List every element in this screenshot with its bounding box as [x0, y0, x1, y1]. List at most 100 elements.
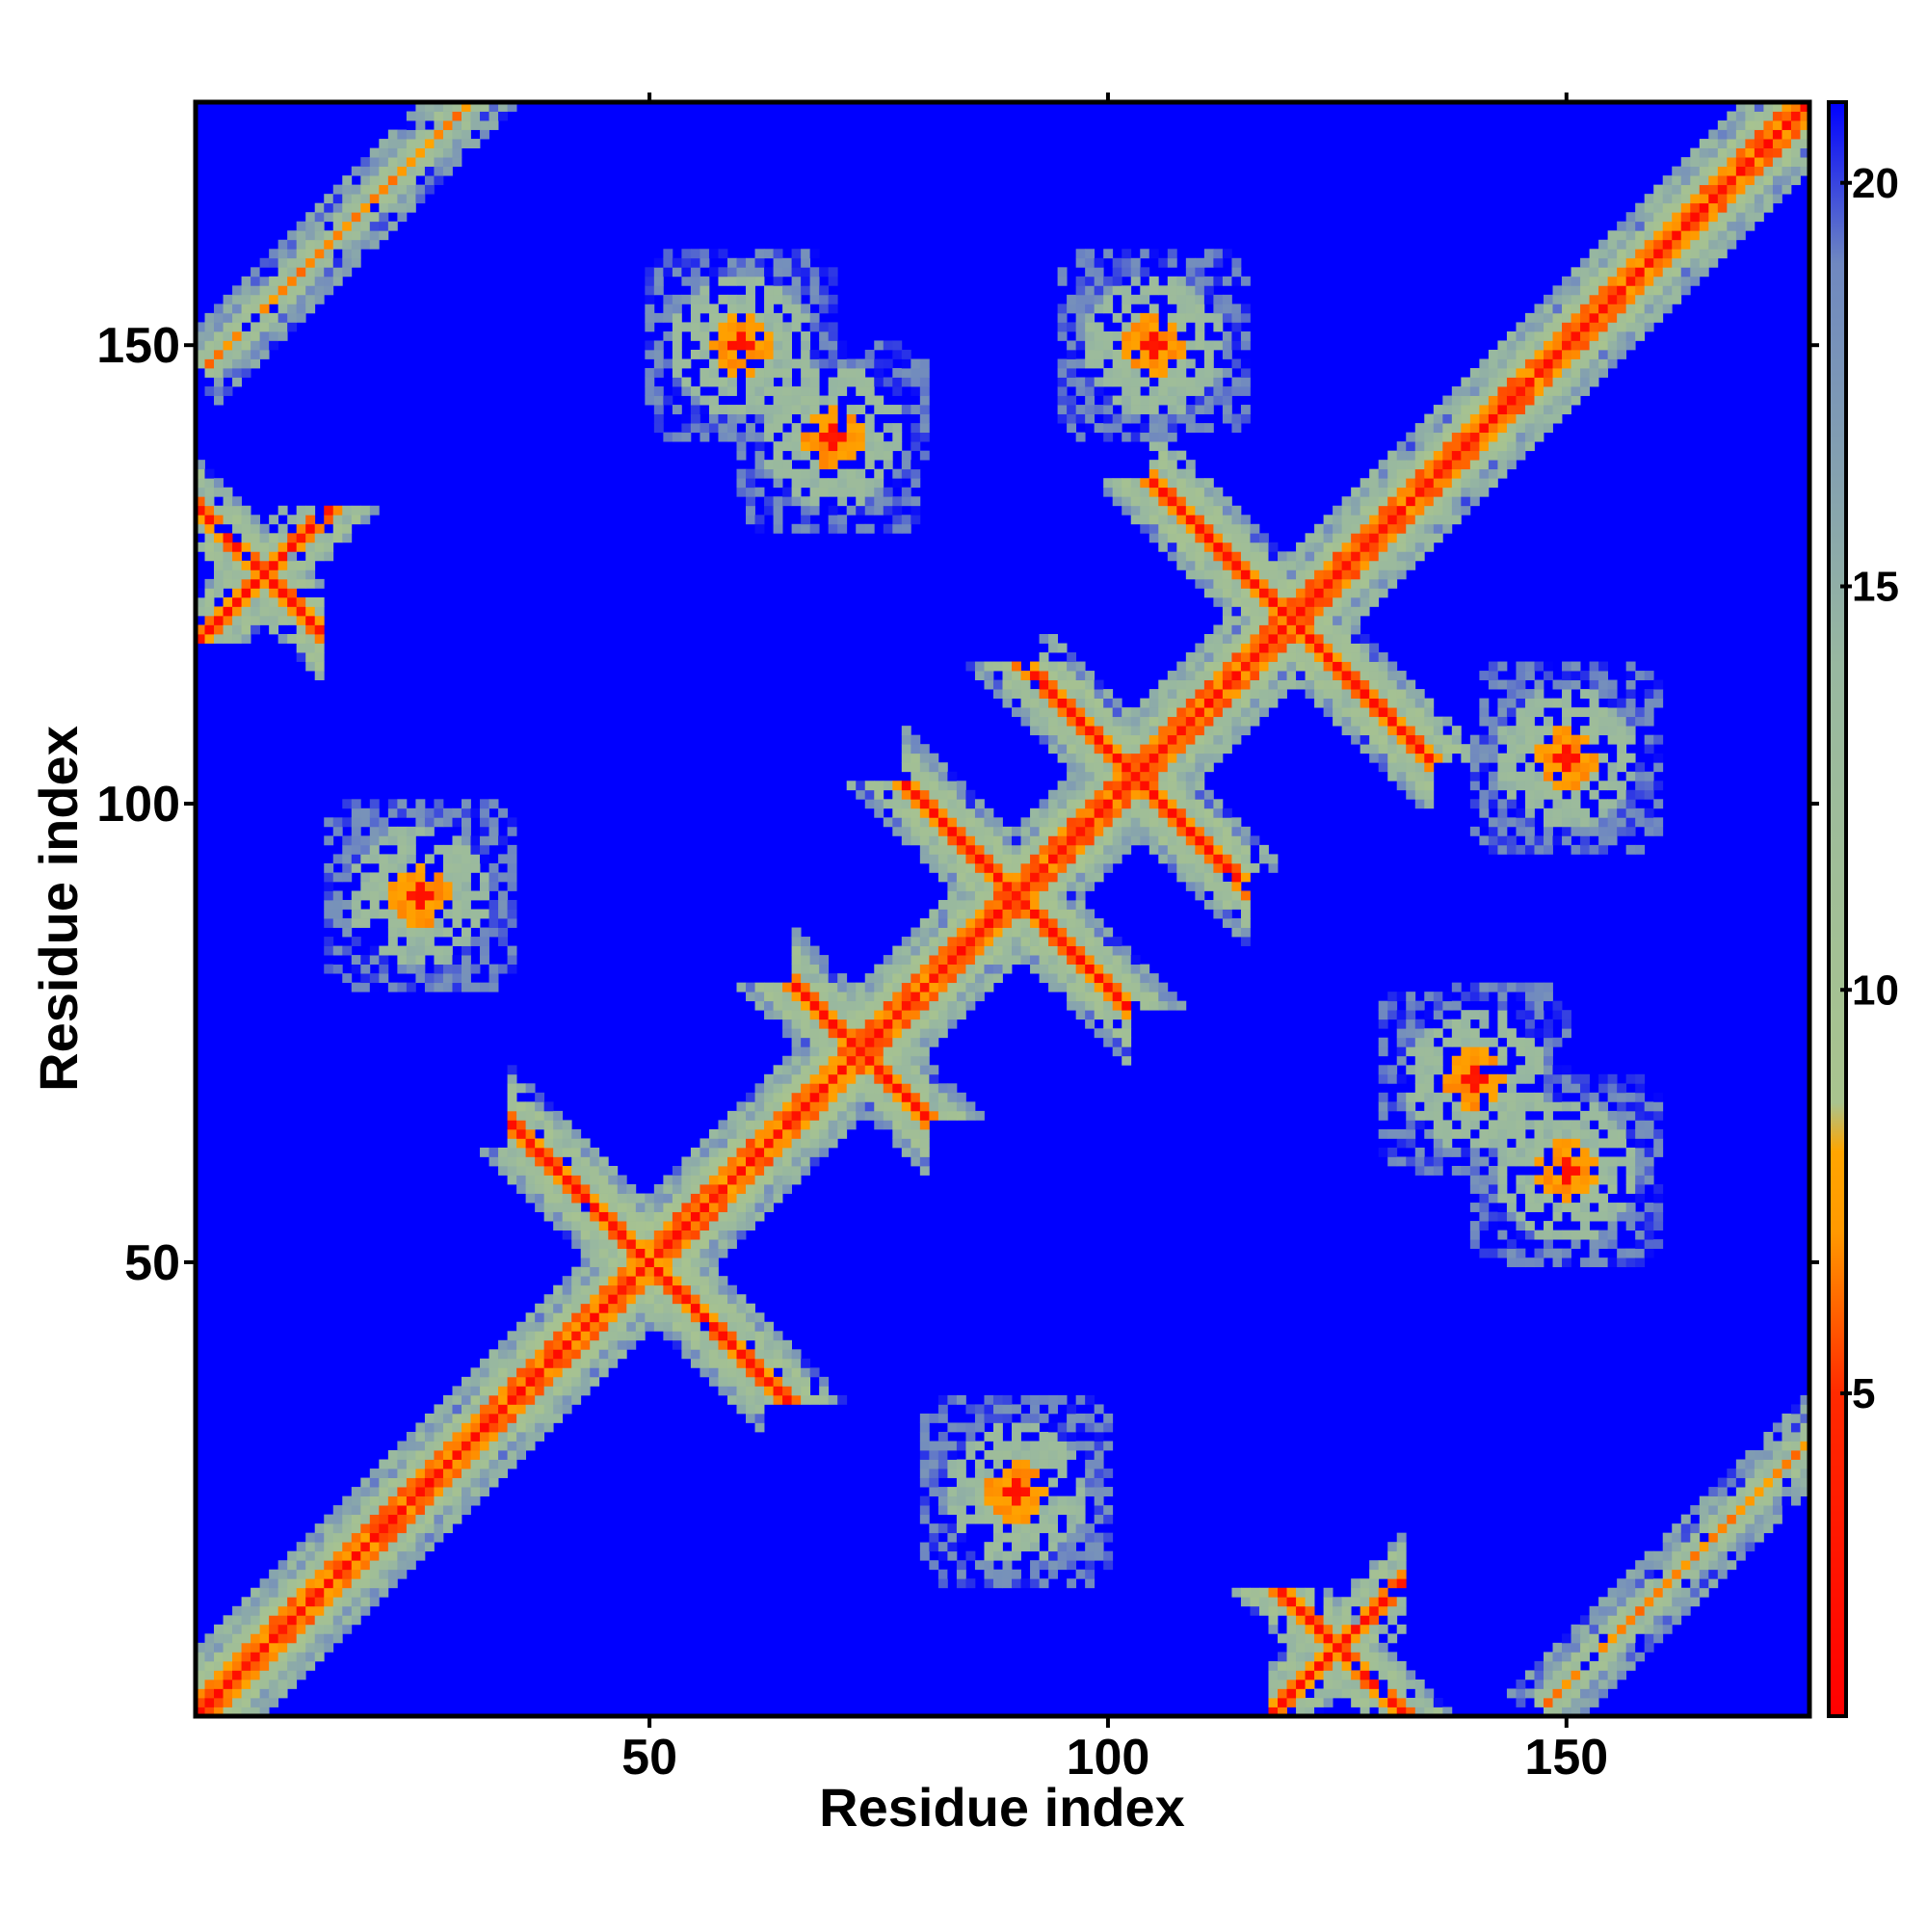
heatmap-cell — [1094, 872, 1104, 883]
heatmap-cell — [1213, 862, 1224, 873]
heatmap-cell — [746, 1349, 755, 1360]
heatmap-cell — [1112, 726, 1122, 736]
heatmap-cell — [1085, 1394, 1095, 1405]
heatmap-cell — [965, 973, 976, 984]
heatmap-cell — [196, 1688, 205, 1699]
heatmap-cell — [1231, 596, 1242, 607]
heatmap-cell — [598, 1239, 609, 1250]
heatmap-cell — [1167, 405, 1177, 414]
heatmap-cell — [241, 1615, 251, 1626]
heatmap-cell — [1167, 716, 1177, 727]
heatmap-cell — [937, 789, 948, 800]
heatmap-cell — [498, 899, 508, 910]
heatmap-cell — [406, 1532, 416, 1543]
heatmap-cell — [617, 1303, 627, 1313]
heatmap-cell — [809, 405, 820, 414]
heatmap-cell — [296, 239, 306, 250]
heatmap-cell — [379, 230, 389, 241]
heatmap-cell — [1103, 1422, 1114, 1433]
heatmap-cell — [718, 1294, 728, 1305]
heatmap-cell — [1039, 1514, 1049, 1524]
heatmap-cell — [901, 1037, 911, 1047]
heatmap-cell — [1185, 881, 1196, 891]
heatmap-cell — [736, 1138, 747, 1149]
heatmap-cell — [1222, 633, 1232, 644]
heatmap-cell — [911, 405, 921, 414]
heatmap-cell — [1167, 515, 1177, 525]
heatmap-cell — [1012, 835, 1021, 846]
heatmap-cell — [1278, 560, 1287, 570]
heatmap-cell — [1296, 1624, 1306, 1634]
heatmap-cell — [406, 964, 416, 974]
heatmap-cell — [754, 1386, 765, 1396]
heatmap-cell — [1176, 468, 1187, 479]
heatmap-cell — [828, 322, 838, 332]
heatmap-cell — [911, 771, 921, 781]
heatmap-cell — [828, 973, 838, 984]
heatmap-cell — [901, 1138, 911, 1149]
heatmap-cell — [360, 1569, 371, 1579]
heatmap-cell — [1048, 807, 1059, 818]
heatmap-cell — [342, 1624, 353, 1634]
heatmap-cell — [1075, 854, 1086, 864]
heatmap-cell — [1296, 1688, 1306, 1699]
heatmap-cell — [1213, 377, 1224, 387]
heatmap-cell — [947, 1092, 958, 1102]
heatmap-cell — [1103, 1560, 1114, 1571]
heatmap-cell — [204, 1679, 215, 1689]
heatmap-cell — [919, 945, 930, 956]
heatmap-cell — [452, 1514, 462, 1524]
heatmap-cell — [809, 1110, 820, 1121]
heatmap-cell — [956, 1092, 966, 1102]
heatmap-cell — [369, 1560, 380, 1571]
heatmap-cell — [1203, 854, 1214, 864]
heatmap-cell — [461, 139, 471, 148]
heatmap-cell — [196, 460, 205, 470]
heatmap-cell — [424, 909, 435, 919]
heatmap-cell — [1278, 1633, 1287, 1644]
heatmap-cell — [992, 1578, 1003, 1589]
heatmap-cell — [1203, 844, 1214, 855]
heatmap-cell — [1195, 294, 1205, 304]
heatmap-cell — [819, 1147, 830, 1157]
heatmap-cell — [974, 854, 985, 864]
heatmap-cell — [653, 367, 664, 378]
heatmap-cell — [305, 1605, 316, 1616]
heatmap-cell — [801, 432, 811, 442]
heatmap-cell — [442, 964, 453, 974]
heatmap-cell — [782, 1128, 793, 1139]
heatmap-cell — [1278, 1679, 1287, 1689]
heatmap-cell — [1030, 707, 1040, 718]
heatmap-cell — [809, 1065, 820, 1075]
heatmap-cell — [553, 1303, 564, 1313]
heatmap-cell — [754, 257, 765, 268]
heatmap-cell — [801, 982, 811, 992]
heatmap-cell — [332, 202, 343, 213]
heatmap-cell — [700, 1230, 710, 1240]
heatmap-cell — [406, 835, 416, 846]
heatmap-cell — [1039, 1431, 1049, 1442]
heatmap-cell — [397, 909, 408, 919]
heatmap-cell — [1185, 496, 1196, 507]
heatmap-cell — [434, 1532, 444, 1543]
heatmap-cell — [856, 405, 866, 414]
heatmap-cell — [1222, 505, 1232, 516]
heatmap-cell — [369, 1532, 380, 1543]
heatmap-cell — [1195, 478, 1205, 489]
heatmap-cell — [259, 588, 270, 598]
heatmap-cell — [874, 964, 884, 974]
heatmap-cell — [791, 1165, 802, 1176]
heatmap-cell — [984, 679, 994, 690]
heatmap-cell — [1195, 515, 1205, 525]
heatmap-cell — [214, 624, 224, 635]
heatmap-cell — [846, 1055, 857, 1066]
heatmap-cell — [1185, 423, 1196, 434]
heatmap-cell — [874, 1055, 884, 1066]
heatmap-cell — [919, 753, 930, 763]
heatmap-cell — [801, 1156, 811, 1167]
heatmap-cell — [598, 1331, 609, 1341]
heatmap-cell — [277, 1569, 288, 1579]
heatmap-cell — [956, 927, 966, 938]
heatmap-cell — [305, 523, 316, 534]
heatmap-cell — [984, 881, 994, 891]
